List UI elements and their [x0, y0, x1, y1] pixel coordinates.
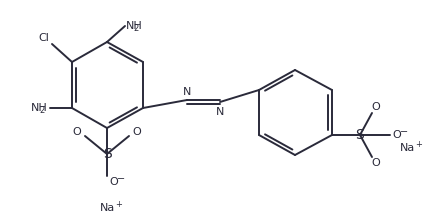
Text: 2: 2	[134, 24, 139, 33]
Text: −: −	[400, 127, 408, 136]
Text: NH: NH	[31, 103, 48, 113]
Text: O: O	[132, 127, 141, 137]
Text: Na: Na	[400, 143, 415, 153]
Text: +: +	[115, 200, 122, 209]
Text: O: O	[109, 177, 118, 187]
Text: N: N	[216, 107, 224, 117]
Text: S: S	[103, 147, 111, 161]
Text: O: O	[73, 127, 82, 137]
Text: O: O	[372, 158, 381, 168]
Text: NH: NH	[126, 21, 143, 31]
Text: 2: 2	[39, 106, 44, 115]
Text: O: O	[392, 130, 401, 140]
Text: +: +	[415, 140, 422, 149]
Text: −: −	[117, 174, 125, 184]
Text: Na: Na	[100, 203, 115, 213]
Text: O: O	[372, 102, 381, 112]
Text: Cl: Cl	[39, 33, 50, 43]
Text: S: S	[356, 128, 365, 142]
Text: N: N	[183, 87, 191, 97]
